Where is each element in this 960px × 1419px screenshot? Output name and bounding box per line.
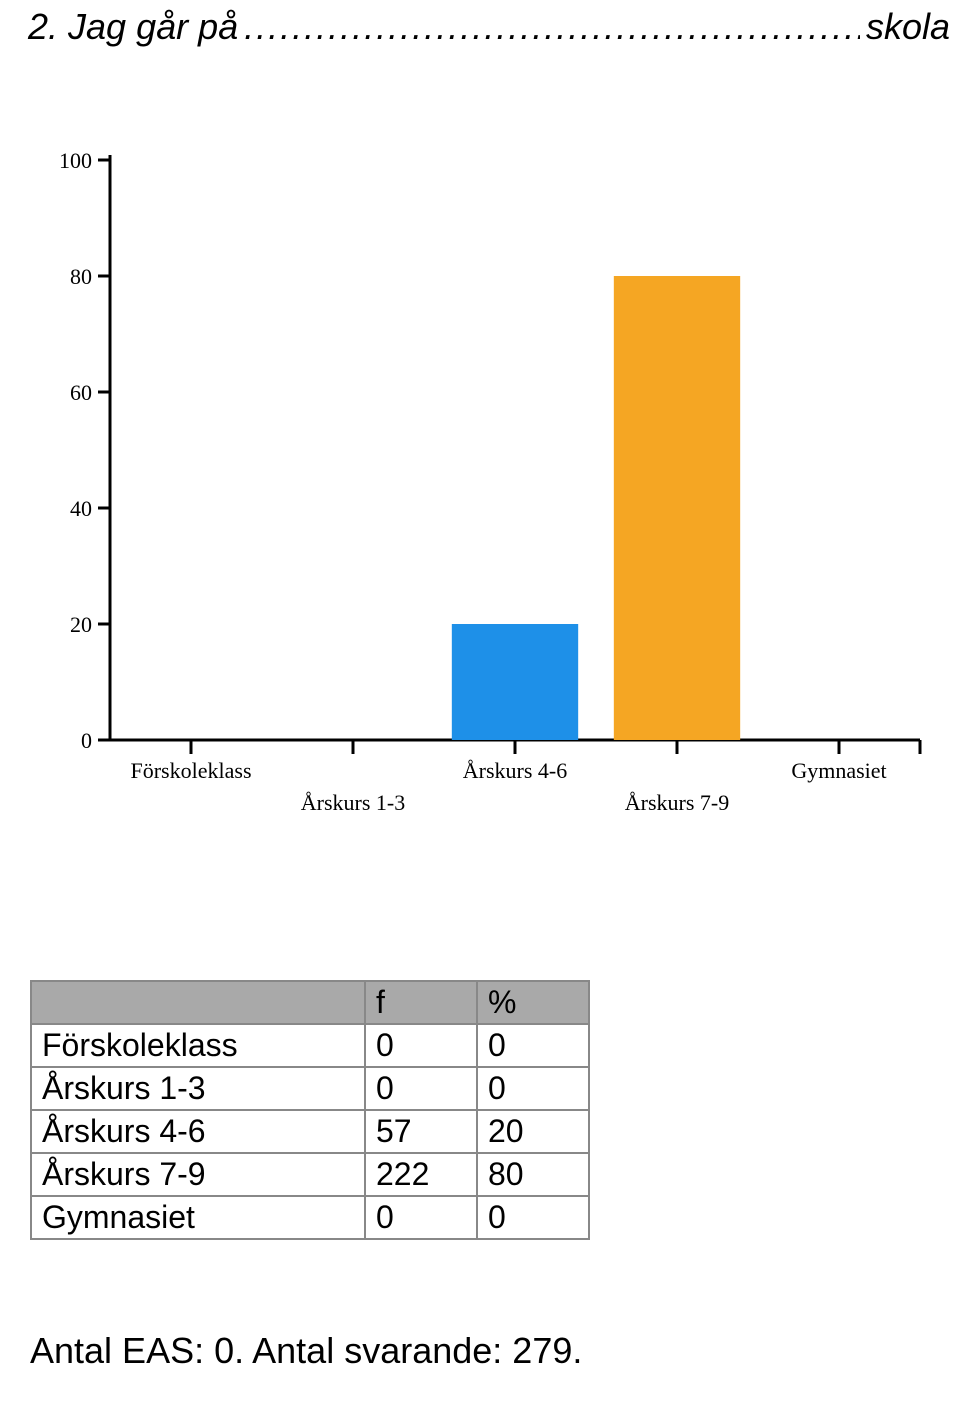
cell-f: 57 — [365, 1110, 477, 1153]
table-row: Årskurs 4-65720 — [31, 1110, 589, 1153]
svg-text:80: 80 — [70, 264, 92, 289]
chart-svg: 0 20 40 60 80 100 Förskoleklass Årskurs 1-3 Årsk… — [30, 140, 930, 840]
svg-text:Årskurs 1-3: Årskurs 1-3 — [301, 790, 406, 815]
svg-text:Gymnasiet: Gymnasiet — [791, 758, 886, 783]
cell-f: 0 — [365, 1024, 477, 1067]
cell-f: 0 — [365, 1067, 477, 1110]
svg-text:Årskurs 4-6: Årskurs 4-6 — [463, 758, 568, 783]
cell-f: 222 — [365, 1153, 477, 1196]
cell-category: Årskurs 4-6 — [31, 1110, 365, 1153]
cell-category: Årskurs 7-9 — [31, 1153, 365, 1196]
title-suffix: skola — [866, 6, 950, 48]
col-percent: % — [477, 981, 589, 1024]
table-row: Årskurs 7-922280 — [31, 1153, 589, 1196]
svg-text:20: 20 — [70, 612, 92, 637]
page-title: 2. Jag går på ..........................… — [28, 6, 950, 48]
svg-text:60: 60 — [70, 380, 92, 405]
table-row: Förskoleklass00 — [31, 1024, 589, 1067]
cell-f: 0 — [365, 1196, 477, 1239]
cell-category: Årskurs 1-3 — [31, 1067, 365, 1110]
title-prefix: 2. Jag går på — [28, 6, 238, 48]
data-table-wrap: f % Förskoleklass00Årskurs 1-300Årskurs … — [30, 980, 590, 1240]
cell-percent: 0 — [477, 1067, 589, 1110]
cell-category: Gymnasiet — [31, 1196, 365, 1239]
cell-percent: 0 — [477, 1024, 589, 1067]
cell-percent: 80 — [477, 1153, 589, 1196]
svg-text:Årskurs 7-9: Årskurs 7-9 — [625, 790, 730, 815]
footer-text: Antal EAS: 0. Antal svarande: 279. — [30, 1330, 582, 1372]
col-category — [31, 981, 365, 1024]
bar-chart: 0 20 40 60 80 100 Förskoleklass Årskurs 1-3 Årsk… — [30, 140, 930, 840]
svg-text:Förskoleklass: Förskoleklass — [131, 758, 252, 783]
svg-text:100: 100 — [59, 148, 92, 173]
data-table: f % Förskoleklass00Årskurs 1-300Årskurs … — [30, 980, 590, 1240]
col-f: f — [365, 981, 477, 1024]
cell-percent: 0 — [477, 1196, 589, 1239]
svg-text:40: 40 — [70, 496, 92, 521]
svg-text:0: 0 — [81, 728, 92, 753]
table-header-row: f % — [31, 981, 589, 1024]
table-row: Årskurs 1-300 — [31, 1067, 589, 1110]
cell-category: Förskoleklass — [31, 1024, 365, 1067]
page-root: 2. Jag går på ..........................… — [0, 0, 960, 1419]
table-row: Gymnasiet00 — [31, 1196, 589, 1239]
cell-percent: 20 — [477, 1110, 589, 1153]
title-dots: ........................................… — [244, 6, 860, 48]
